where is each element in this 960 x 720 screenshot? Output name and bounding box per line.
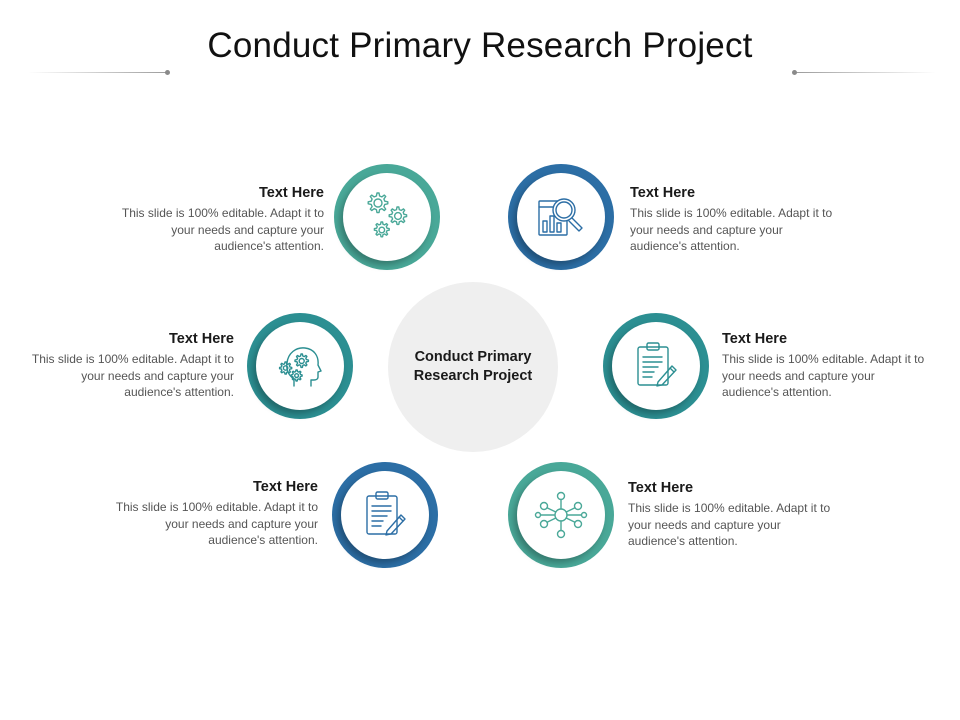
node-bottom-left xyxy=(332,462,438,568)
text-block-mid-right: Text Here This slide is 100% editable. A… xyxy=(722,331,932,401)
node-mid-right-inner xyxy=(612,322,700,410)
text-block-top-right: Text Here This slide is 100% editable. A… xyxy=(630,185,840,255)
title-rule-left xyxy=(28,72,168,73)
node-bottom-left-inner xyxy=(341,471,429,559)
text-block-bottom-right: Text Here This slide is 100% editable. A… xyxy=(628,480,838,550)
text-block-heading: Text Here xyxy=(722,331,788,347)
center-circle: Conduct Primary Research Project xyxy=(388,282,558,452)
node-mid-left xyxy=(247,313,353,419)
text-block-body: This slide is 100% editable. Adapt it to… xyxy=(31,352,234,399)
center-label: Conduct Primary Research Project xyxy=(413,349,533,384)
text-block-heading: Text Here xyxy=(630,185,696,201)
node-top-right xyxy=(508,164,614,270)
node-top-left-inner xyxy=(343,173,431,261)
title-rule-right-dot xyxy=(792,70,797,75)
network-hub-icon xyxy=(534,491,588,539)
node-top-left xyxy=(334,164,440,270)
node-mid-left-inner xyxy=(256,322,344,410)
gears-icon xyxy=(367,192,408,238)
node-bottom-right-inner xyxy=(517,471,605,559)
text-block-body: This slide is 100% editable. Adapt it to… xyxy=(628,501,831,548)
page-title: Conduct Primary Research Project xyxy=(207,26,753,65)
text-block-bottom-left: Text Here This slide is 100% editable. A… xyxy=(108,479,318,549)
clipboard-pencil-icon xyxy=(637,342,677,387)
text-block-mid-left: Text Here This slide is 100% editable. A… xyxy=(24,331,234,401)
text-block-top-left: Text Here This slide is 100% editable. A… xyxy=(114,185,324,255)
text-block-heading: Text Here xyxy=(628,480,694,496)
text-block-body: This slide is 100% editable. Adapt it to… xyxy=(121,206,324,253)
text-block-heading: Text Here xyxy=(258,185,324,201)
node-bottom-right xyxy=(508,462,614,568)
title-rule-right xyxy=(796,72,936,73)
head-gears-icon xyxy=(278,347,322,387)
clipboard-pencil-icon xyxy=(366,491,406,536)
text-block-body: This slide is 100% editable. Adapt it to… xyxy=(722,352,925,399)
text-block-heading: Text Here xyxy=(168,331,234,347)
title-rule-left-dot xyxy=(165,70,170,75)
text-block-body: This slide is 100% editable. Adapt it to… xyxy=(115,500,318,547)
node-top-right-inner xyxy=(517,173,605,261)
magnifier-chart-icon xyxy=(538,198,583,236)
text-block-heading: Text Here xyxy=(252,479,318,495)
text-block-body: This slide is 100% editable. Adapt it to… xyxy=(630,206,833,253)
node-mid-right xyxy=(603,313,709,419)
